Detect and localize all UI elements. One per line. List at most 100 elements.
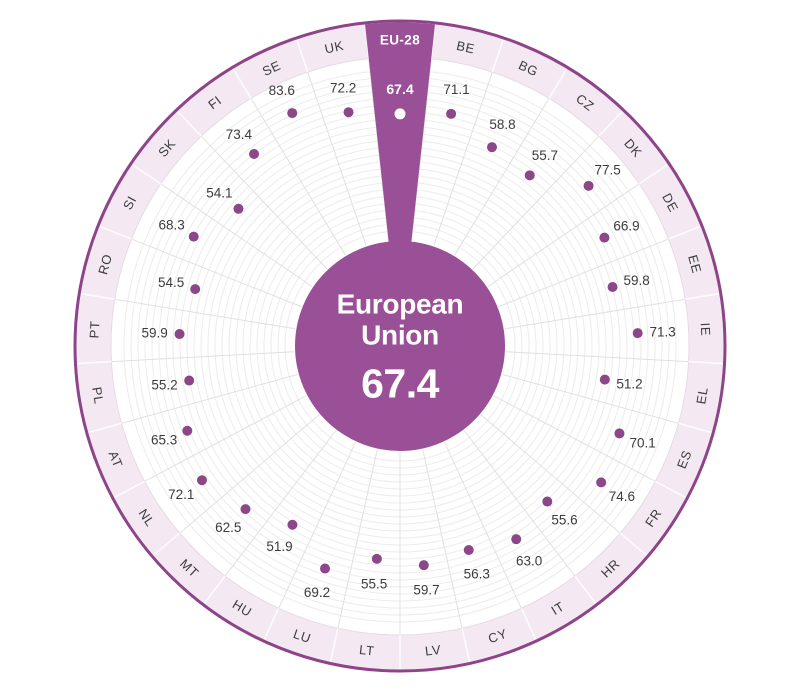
data-point-dot-EL[interactable] [599,374,610,385]
data-point-dot-HU[interactable] [287,519,298,530]
value-label-BG: 58.8 [489,117,515,132]
country-code-label-EL: EL [693,386,711,405]
data-point-dot-SE[interactable] [287,108,298,119]
value-label-RO: 54.5 [158,275,184,290]
sector-boundary-line [505,351,689,363]
value-label-SK: 54.1 [206,185,232,200]
band-divider-line [203,575,226,604]
data-point-dot-FI[interactable] [249,148,260,159]
band-divider-line [263,607,280,640]
sector-boundary-line [463,430,576,577]
value-label-SE: 83.6 [269,83,295,98]
sector-boundary-line [131,238,302,308]
data-point-dot-LT[interactable] [371,553,382,564]
data-point-dot-PT[interactable] [174,329,185,340]
country-code-label-EE: EE [685,253,704,275]
value-label-ES: 70.1 [630,435,656,450]
value-label-HU: 51.9 [266,539,292,554]
sector-boundary-line [250,98,346,256]
data-point-dot-CZ[interactable] [524,170,535,181]
country-code-label-ES: ES [674,448,695,471]
value-labels: 67.4 71.1 58.8 55.7 77.5 66.9 59.8 71.3 51.2 70.1… [141,81,675,600]
data-point-dot-FR[interactable] [596,477,607,488]
band-divider-line [461,628,471,662]
value-label-HR: 55.6 [551,512,577,527]
band-divider-line [520,607,537,640]
sector-boundary-line [200,135,328,270]
data-point-dot-DK[interactable] [583,180,594,191]
value-label-LT: 55.5 [361,576,387,591]
band-divider-line [296,39,309,73]
data-point-dot-PL[interactable] [184,375,195,386]
center-circle [295,241,505,451]
data-point-dot-IT[interactable] [511,534,522,545]
value-label-IT: 63.0 [516,553,542,568]
band-divider-line [491,39,504,73]
country-code-label-RO: RO [95,252,115,276]
data-point-dot-DE[interactable] [599,232,610,243]
sector-boundary-line [502,373,679,424]
band-divider-line [688,360,723,365]
value-label-DK: 77.5 [594,162,620,177]
data-point-dot-CY[interactable] [463,545,474,556]
sector-boundary-line [454,98,550,256]
value-label-CY: 56.3 [464,566,490,581]
country-code-label-UK: UK [323,38,345,57]
band-divider-line [177,110,202,137]
data-point-dot-LV[interactable] [418,560,429,571]
value-label-FI: 73.4 [226,127,253,142]
data-point-dot-BE[interactable] [446,108,457,119]
value-label-MT: 62.5 [215,520,241,535]
sector-boundary-line [480,414,621,534]
data-point-dot-IE[interactable] [632,328,643,339]
value-label-EE: 59.8 [624,273,650,288]
band-divider-line [329,628,339,662]
value-label-LV: 59.7 [413,583,439,598]
sector-boundary-line [160,183,313,287]
eu28-highlight-wedge[interactable] [365,22,435,244]
value-label-UK: 72.2 [330,81,356,96]
data-point-dot-ES[interactable] [614,428,625,439]
country-code-label-AT: AT [106,449,126,470]
sector-boundary-line [111,351,295,363]
value-label-PT: 59.9 [141,325,167,340]
value-label-IE: 71.3 [649,324,675,339]
country-code-label-EU-28: EU-28 [380,33,420,48]
country-code-label-LU: LU [291,626,313,646]
sector-boundary-line [498,238,669,308]
value-label-CZ: 55.7 [532,148,558,163]
value-label-FR: 74.6 [609,489,635,504]
data-point-dot-SK[interactable] [233,203,244,214]
band-divider-line [638,164,668,185]
band-divider-line [668,225,701,240]
sector-boundary-line [307,71,367,246]
sector-boundary-line [121,373,298,424]
value-label-SI: 68.3 [158,218,184,233]
value-label-EU-28: 67.4 [386,81,413,97]
data-point-dot-UK[interactable] [343,107,354,118]
country-code-label-SI: SI [120,193,140,212]
sector-boundary-line [278,441,356,609]
sector-boundary-line [144,395,307,482]
value-label-LU: 69.2 [304,585,330,600]
band-divider-line [81,293,115,300]
data-point-dot-NL[interactable] [196,475,207,486]
data-point-dot-MT[interactable] [240,504,251,515]
band-divider-line [548,68,568,99]
data-point-dot-RO[interactable] [190,284,201,295]
band-divider-line [132,164,162,185]
sector-boundary-line [224,430,337,577]
value-label-DE: 66.9 [613,219,639,234]
value-label-PL: 55.2 [151,377,177,392]
data-point-dot-SI[interactable] [188,231,199,242]
sector-boundary-line [444,441,522,609]
data-point-dot-HR[interactable] [542,496,553,507]
band-divider-line [678,422,712,434]
data-point-dot-LU[interactable] [320,563,331,574]
data-point-dot-AT[interactable] [182,425,193,436]
data-point-dot-EU-28[interactable] [394,108,406,120]
sector-boundary-line [114,298,296,330]
data-point-dot-BG[interactable] [486,142,497,153]
data-point-dot-EE[interactable] [607,281,618,292]
